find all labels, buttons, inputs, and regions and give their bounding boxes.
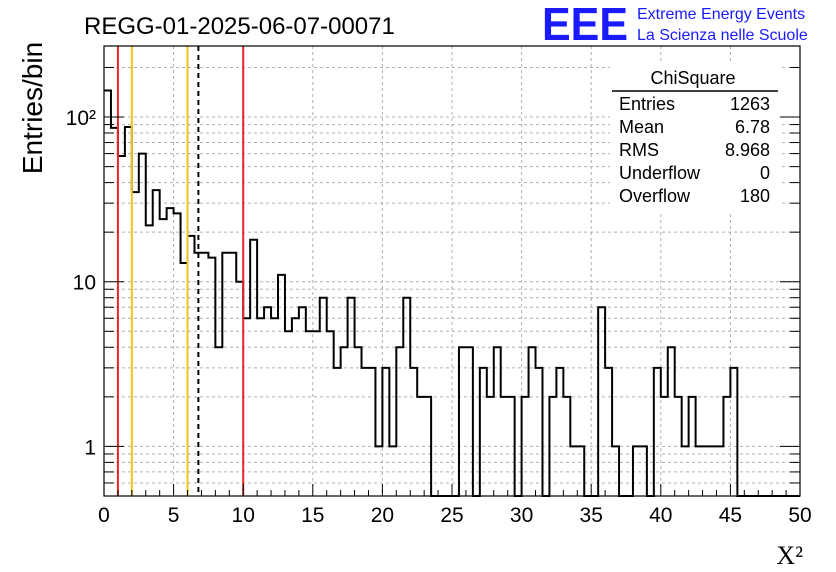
x-axis-label: X² bbox=[776, 541, 803, 570]
stats-label-mean: Mean bbox=[619, 117, 664, 137]
y-tick-label: 10 bbox=[73, 272, 96, 295]
tick-labels: 0 5 10 15 20 25 30 35 40 45 50 1 10 10² bbox=[66, 107, 812, 527]
run-title: REGG-01-2025-06-07-00071 bbox=[84, 13, 395, 40]
stats-value-underflow: 0 bbox=[760, 163, 770, 183]
x-tick-label: 50 bbox=[788, 504, 811, 527]
stats-value-rms: 8.968 bbox=[725, 140, 770, 160]
stats-value-mean: 6.78 bbox=[735, 117, 770, 137]
axis-ticks bbox=[103, 66, 801, 497]
stats-value-entries: 1263 bbox=[730, 94, 770, 114]
y-tick-label: 10² bbox=[66, 107, 96, 130]
logo-line-1: Extreme Energy Events bbox=[637, 6, 805, 23]
histogram bbox=[104, 89, 800, 497]
stats-box-background bbox=[610, 64, 780, 212]
y-tick-label: 1 bbox=[84, 436, 96, 459]
x-tick-label: 30 bbox=[510, 504, 533, 527]
x-tick-label: 20 bbox=[371, 504, 394, 527]
histogram-outline bbox=[104, 89, 800, 497]
x-tick-label: 40 bbox=[649, 504, 672, 527]
x-tick-label: 10 bbox=[232, 504, 255, 527]
stats-label-entries: Entries bbox=[619, 94, 675, 114]
stats-value-overflow: 180 bbox=[740, 186, 770, 206]
stats-label-overflow: Overflow bbox=[619, 186, 691, 206]
x-tick-label: 0 bbox=[98, 504, 110, 527]
eee-logo: EEE Extreme Energy Events La Scienza nel… bbox=[542, 0, 808, 50]
x-tick-label: 5 bbox=[168, 504, 180, 527]
x-tick-label: 25 bbox=[440, 504, 463, 527]
eee-logo-text: EEE bbox=[542, 0, 628, 50]
y-axis-label: Entries/bin bbox=[17, 42, 48, 174]
stats-box-title: ChiSquare bbox=[650, 68, 735, 88]
stats-box: ChiSquare Entries 1263 Mean 6.78 RMS 8.9… bbox=[610, 64, 780, 212]
x-tick-label: 35 bbox=[580, 504, 603, 527]
stats-label-underflow: Underflow bbox=[619, 163, 701, 183]
logo-line-2: La Scienza nelle Scuole bbox=[637, 27, 808, 44]
x-tick-label: 45 bbox=[719, 504, 742, 527]
threshold-lines bbox=[116, 46, 245, 496]
stats-label-rms: RMS bbox=[619, 140, 659, 160]
x-tick-label: 15 bbox=[301, 504, 324, 527]
